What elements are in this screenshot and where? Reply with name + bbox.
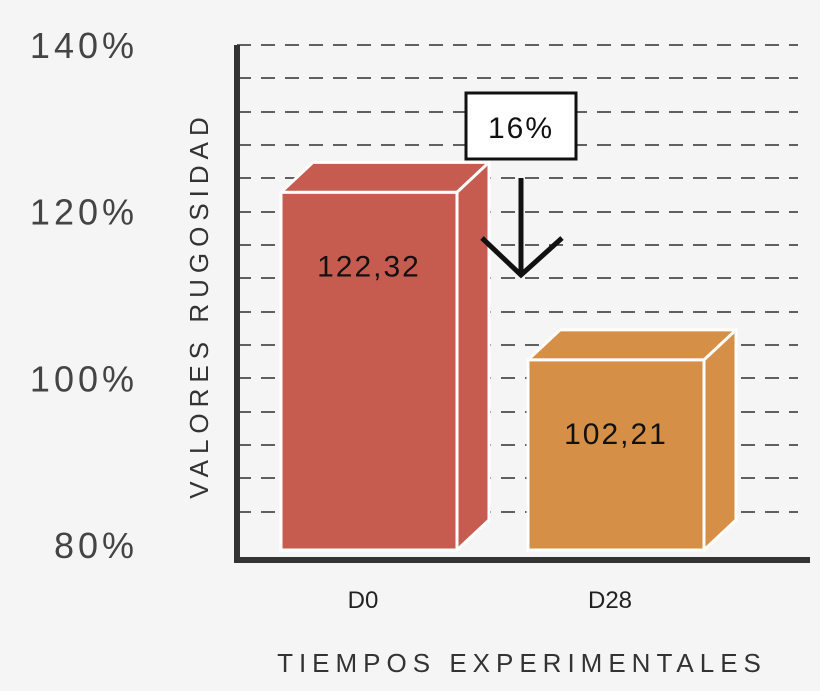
data-label: 102,21 — [564, 418, 668, 451]
down-arrow-icon — [480, 178, 564, 279]
x-tick-label: D28 — [588, 587, 632, 614]
callout-label: 16% — [488, 112, 554, 145]
bar-front-face — [279, 190, 459, 552]
y-tick-label: 140% — [30, 25, 138, 66]
x-axis-title: TIEMPOS EXPERIMENTALES — [277, 648, 767, 678]
bar-side-face — [455, 160, 491, 552]
bar-d28: 102,21 — [526, 328, 738, 552]
y-tick-labels: 80% 100% 120% 140% — [30, 25, 138, 566]
bar-top-face — [526, 328, 738, 362]
data-label: 122,32 — [317, 250, 421, 283]
y-axis-title: VALORES RUGOSIDAD — [184, 111, 214, 499]
bar-top-face — [279, 160, 491, 194]
y-tick-label: 120% — [30, 192, 138, 233]
change-callout: 16% — [464, 91, 578, 279]
x-tick-labels: D0 D28 — [348, 587, 632, 614]
y-tick-label: 80% — [54, 525, 138, 566]
bar-d0: 122,32 — [279, 160, 491, 552]
callout-box — [464, 91, 578, 161]
y-tick-label: 100% — [30, 358, 138, 399]
x-tick-label: D0 — [348, 587, 379, 614]
bar-front-face — [526, 358, 706, 552]
bars: 122,32 102,21 — [279, 160, 738, 552]
bar-side-face — [702, 328, 738, 552]
